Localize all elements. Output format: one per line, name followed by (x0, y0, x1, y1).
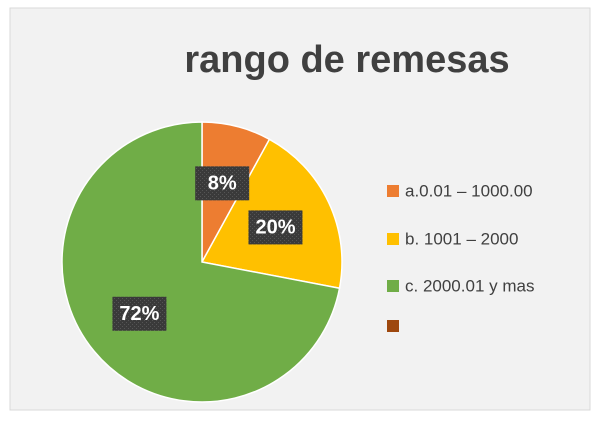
data-label-box (248, 210, 303, 245)
legend-swatch (387, 320, 399, 332)
data-label: 20% (255, 217, 295, 239)
legend-label: a.0.01 – 1000.00 (405, 181, 533, 200)
data-label-box (112, 296, 167, 331)
pie-slice (61, 121, 341, 403)
legend-label: b. 1001 – 2000 (405, 229, 518, 248)
data-label: 8% (208, 173, 237, 195)
chart-title: rango de remesas (184, 39, 509, 81)
legend-swatch (387, 280, 399, 292)
legend-label: c. 2000.01 y mas (405, 276, 534, 295)
data-label: 72% (119, 303, 159, 325)
legend-swatch (387, 233, 399, 245)
data-label-box (195, 166, 250, 201)
legend-swatch (387, 185, 399, 197)
